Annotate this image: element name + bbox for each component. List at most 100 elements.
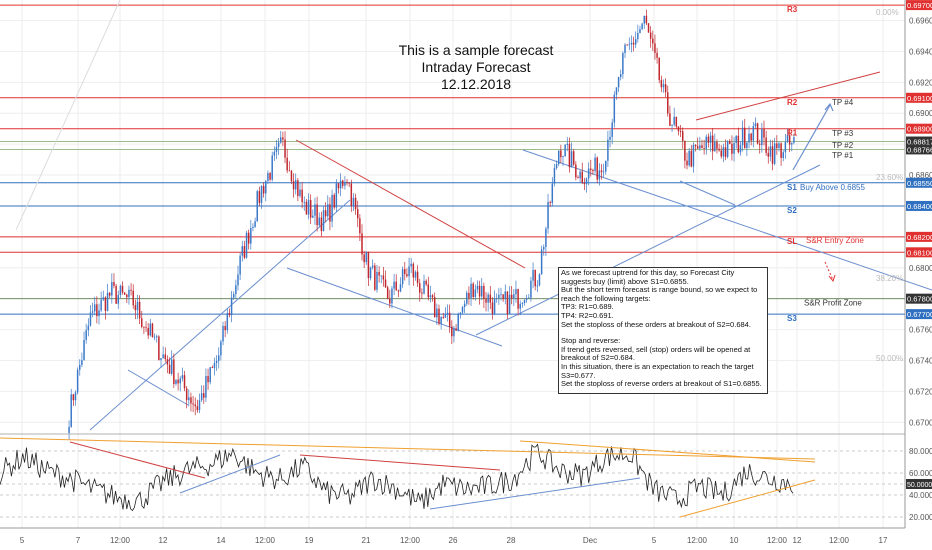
candle-body [121, 285, 124, 293]
candle-body [600, 170, 603, 173]
candle-body [81, 360, 83, 365]
candle-body [754, 123, 757, 127]
time-tick-label: 5 [652, 536, 657, 545]
time-tick-label: 12:00 [110, 536, 131, 545]
candle-body [237, 274, 239, 286]
price-tag [906, 309, 932, 320]
level-name-label: R2 [787, 98, 798, 107]
candle-body [215, 360, 218, 363]
candle-body [382, 275, 385, 280]
candle-body [158, 336, 160, 361]
oscillator-trendline [679, 479, 816, 518]
candle-body [303, 201, 306, 203]
candle-body [134, 305, 137, 311]
candle-body [791, 142, 793, 145]
candle-body [170, 359, 173, 374]
price-tag [906, 144, 932, 155]
candle-body [436, 308, 438, 318]
candle-body [243, 246, 246, 258]
candle-body [609, 136, 611, 140]
candle-body [416, 271, 419, 284]
candle-body [765, 137, 767, 153]
candle-body [474, 289, 477, 297]
candle-body [160, 358, 162, 361]
level-note-label: Buy Above 0.6855 [800, 183, 865, 192]
candle-body [581, 171, 583, 183]
candle-body [354, 197, 357, 210]
candle-body [513, 294, 515, 299]
candle-body [363, 254, 365, 263]
time-tick-label: 21 [362, 536, 371, 545]
candle-body [250, 228, 252, 244]
candle-body [515, 289, 517, 295]
candle-body [453, 328, 455, 337]
price-tag-label: 0.68550 [907, 179, 932, 188]
candle-body [359, 218, 361, 234]
candle-body [624, 44, 626, 53]
time-tick-label: 12 [159, 536, 168, 545]
candle-body [735, 135, 737, 143]
oscillator-current-tag [906, 479, 932, 489]
candle-body [316, 204, 318, 226]
candle-body [598, 170, 601, 180]
candle-body [656, 52, 658, 58]
candle-body [688, 150, 690, 166]
forecast-arrow-head [824, 102, 834, 112]
candle-body [667, 92, 669, 114]
trendline [695, 71, 881, 121]
candle-body [709, 135, 712, 143]
price-tag-label: 0.69700 [907, 1, 932, 10]
trendline [295, 139, 526, 269]
candle-body [523, 299, 526, 303]
candle-body [220, 341, 222, 356]
candle-body [138, 301, 141, 319]
candle-body [267, 173, 269, 182]
candle-body [269, 173, 271, 180]
candle-body [575, 164, 577, 178]
candle-body [654, 43, 656, 53]
candle-body [724, 147, 727, 157]
price-tag-label: 0.68817 [907, 138, 932, 147]
candle-body [679, 131, 682, 133]
candle-body [408, 266, 410, 277]
chart-title-line3: 12.12.2018 [441, 76, 511, 92]
candle-body [502, 294, 504, 300]
candle-body [342, 180, 344, 186]
candle-body [72, 394, 75, 401]
candle-body [681, 131, 684, 141]
candle-body [235, 285, 237, 295]
candle-body [579, 171, 581, 179]
candle-body [179, 378, 182, 384]
candle-body [423, 280, 425, 294]
candle-body [429, 295, 432, 298]
candle-body [495, 297, 498, 299]
oscillator-panel: 80.000060.000050.000040.000020.000050.00… [0, 437, 932, 522]
candle-body [260, 186, 263, 203]
candle-body [485, 298, 487, 303]
candle-body [763, 129, 765, 138]
oscillator-trendline [69, 441, 206, 479]
candle-body [339, 180, 342, 189]
candle-body [113, 282, 115, 286]
candle-body [602, 171, 605, 173]
candle-body [200, 393, 203, 401]
candle-body [433, 297, 436, 318]
candle-body [162, 354, 164, 359]
candle-body [664, 84, 667, 93]
candle-body [707, 136, 710, 143]
time-tick-label: 12:00 [767, 536, 788, 545]
candle-body [562, 156, 564, 158]
candle-body [143, 326, 145, 328]
level-name-label: SL [787, 237, 797, 246]
oscillator-trendline [179, 454, 281, 494]
candle-body [750, 133, 752, 141]
price-tag [906, 136, 932, 147]
candle-body [374, 265, 376, 290]
candle-body [196, 406, 199, 411]
note-paragraph: Set the stoploss of reverse orders at br… [561, 379, 762, 389]
time-tick-label: 19 [305, 536, 314, 545]
candle-body [466, 292, 468, 304]
note-paragraph: TP3: R1=0.689. [561, 302, 614, 312]
candle-body [472, 283, 474, 297]
